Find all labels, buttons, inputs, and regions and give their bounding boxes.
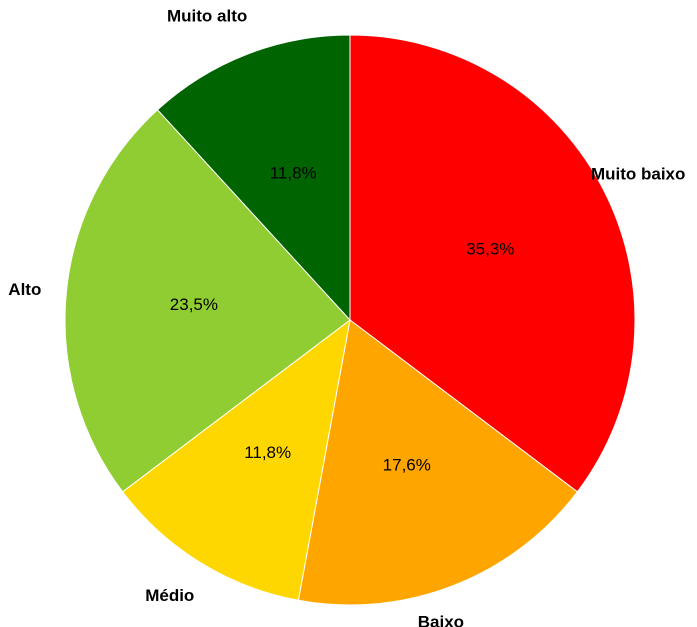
percent-label-alto: 23,5%	[170, 295, 218, 314]
pie-slice-baixo	[297, 319, 579, 606]
category-label-baixo: Baixo	[418, 612, 464, 627]
pie-slice-alto	[64, 109, 351, 493]
pie-slice-muito-alto	[156, 34, 351, 322]
percent-label-baixo: 17,6%	[383, 456, 431, 475]
pie-slice-muito-baixo	[349, 34, 636, 493]
percentage-labels: 35,3% 17,6% 11,8% 23,5% 11,8%	[170, 163, 515, 474]
percent-label-medio: 11,8%	[244, 443, 291, 462]
pie-slice-medio	[121, 318, 351, 601]
percent-label-muito-alto: 11,8%	[270, 163, 317, 182]
category-label-muito-alto: Muito alto	[167, 7, 247, 26]
category-label-muito-baixo: Muito baixo	[591, 165, 685, 184]
category-label-medio: Médio	[145, 586, 194, 605]
percent-label-muito-baixo: 35,3%	[466, 240, 514, 259]
category-labels: Muito baixo Baixo Médio Alto Muito alto	[8, 7, 685, 627]
pie-slices	[64, 34, 636, 606]
category-label-alto: Alto	[8, 280, 41, 299]
